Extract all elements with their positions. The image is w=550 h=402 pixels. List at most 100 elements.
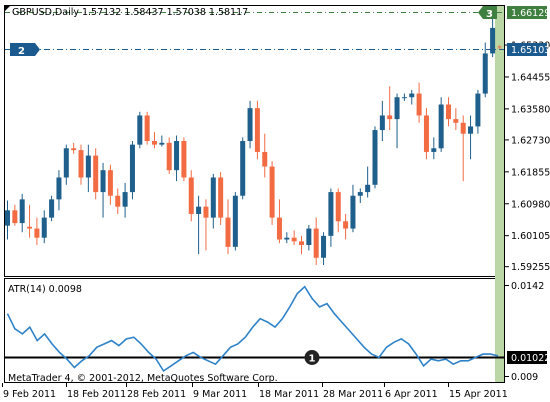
candle-body [225,217,231,247]
symbol-header: GBPUSD,Daily 1.57132 1.58437 1.57038 1.5… [5,6,248,18]
candle-body [188,177,194,214]
atr-line-group [6,285,499,373]
candle [335,188,341,233]
candle-body [372,130,378,185]
candle [438,97,444,152]
candle [218,172,224,225]
candle [254,100,260,160]
candle-body [122,192,128,207]
candle [357,188,363,204]
candle-body [27,226,33,229]
candle [423,108,429,160]
candle [401,93,407,101]
candle [291,230,297,245]
candle [343,213,349,240]
marker-2-label: 2 [18,46,25,57]
candle [137,111,143,149]
candle [490,15,496,58]
candle [446,97,451,127]
price-tick-label: 1.60105 [511,231,550,242]
candle [416,82,422,123]
candle [12,204,18,226]
candle-body [100,170,106,193]
candle [284,232,290,244]
candle [394,93,400,149]
candle [93,148,99,200]
marker-1-label: 1 [309,354,316,365]
candle-body [19,199,25,224]
marker-3-label: 3 [486,9,493,20]
candle [27,204,33,238]
price-tick-label: 1.60980 [511,199,550,210]
marker-2[interactable]: 2 [10,43,40,57]
time-tick-label: 9 Feb 2011 [3,389,56,400]
candle [328,188,334,247]
marker-price-text: 1.65103 [511,45,550,56]
atr-line [6,285,499,373]
candle-body [379,115,385,131]
candle [63,144,69,185]
candle [71,142,77,154]
candle-body [365,184,371,193]
candle-body [306,228,312,245]
candle [276,199,282,244]
candle-body [284,237,290,240]
candle-body [115,195,121,207]
candle-body [446,104,451,120]
candle [159,135,165,147]
candle [475,89,481,134]
candle-body [343,221,349,229]
price-tick-label: 1.64455 [511,72,550,83]
candle-body [321,235,327,258]
candle [240,137,246,200]
candle-body [34,228,40,238]
candle [49,195,55,222]
marker-3[interactable]: 3 [478,6,497,20]
candle [107,164,113,205]
candle [379,100,385,141]
price-tick-label: 1.62730 [511,135,550,146]
candle-body [210,177,216,218]
candle-body [453,119,459,123]
candle-body [181,141,187,178]
candle [431,137,437,160]
candle-body [218,177,224,218]
last-bar-highlight [495,6,504,382]
candle [152,131,157,149]
candle [196,195,202,255]
candle [313,217,319,266]
candle-body [78,150,84,178]
candle-body [328,192,334,236]
candle-body [423,115,429,152]
candle-body [387,115,393,120]
candle [321,232,327,266]
candle [188,170,194,222]
candle-body [276,217,282,240]
candle [122,182,128,218]
marker-1[interactable]: 1 [304,350,320,365]
candles-group [5,15,496,266]
candle [365,166,371,198]
candle-body [431,148,437,152]
price-axis: 1.653301.644551.635801.627301.618551.609… [505,41,550,273]
candle [247,100,253,149]
candle [210,173,216,229]
candle [299,235,304,255]
candle-body [401,97,407,99]
candle-body [416,93,422,116]
candle [115,188,121,214]
symbol-header-arrow-icon [5,6,10,11]
time-tick-label: 9 Mar 2011 [193,389,247,400]
price-panel-frame [4,5,505,277]
candle [85,144,91,193]
candle-body [490,27,496,54]
marker-price-label: 1.65103 [507,43,550,56]
candle [174,135,180,182]
candle-body [409,93,415,98]
candle-body [299,241,304,245]
price-tick-label: 1.59255 [511,262,550,273]
candle-body [93,155,99,193]
copyright-text: MetaTrader 4, © 2001-2012, MetaQuotes So… [8,373,278,384]
candle [350,184,356,233]
